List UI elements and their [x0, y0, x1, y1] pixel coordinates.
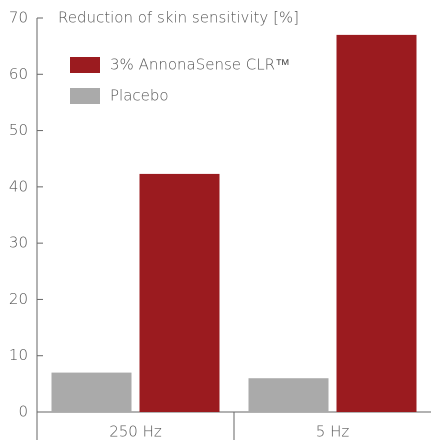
y-tick-label: 10: [9, 346, 28, 364]
bar: [139, 173, 220, 412]
bar: [51, 372, 132, 412]
bar: [336, 34, 417, 413]
legend-label: 3% AnnonaSense CLR™: [110, 56, 290, 74]
y-tick-label: 60: [9, 65, 28, 83]
legend-label: Placebo: [110, 87, 169, 105]
y-tick-label: 0: [18, 403, 28, 421]
bar: [248, 378, 329, 412]
y-tick-label: 50: [9, 121, 28, 139]
legend-swatch: [70, 57, 100, 73]
y-tick-label: 20: [9, 290, 28, 308]
legend-swatch: [70, 88, 100, 104]
chart-title: Reduction of skin sensitivity [%]: [58, 9, 299, 27]
y-tick-label: 40: [9, 177, 28, 195]
x-tick-label: 5 Hz: [316, 423, 350, 441]
x-tick-label: 250 Hz: [109, 423, 162, 441]
y-tick-label: 30: [9, 234, 28, 252]
y-tick-label: 70: [9, 9, 28, 27]
